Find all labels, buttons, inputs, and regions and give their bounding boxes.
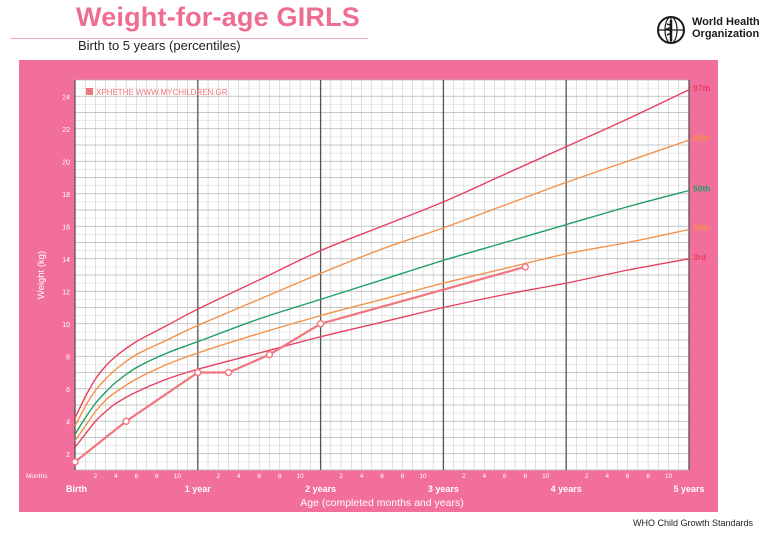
y-tick-label-left: 12 (62, 289, 70, 296)
month-tick-label: 8 (646, 473, 650, 480)
percentile-label-15th: 15th (693, 223, 710, 233)
watermark-square (86, 88, 93, 95)
y-tick-label-left: 8 (66, 354, 70, 361)
y-tick-label-left: 10 (62, 322, 70, 329)
child-weight-point (224, 368, 233, 377)
y-tick-label-right: 4 (720, 419, 724, 426)
chart-subtitle: Birth to 5 years (percentiles) (78, 38, 241, 53)
who-emblem-icon (657, 16, 685, 44)
who-org-line1: World Health (692, 16, 760, 28)
y-tick-label-right: 16 (720, 224, 728, 231)
percentile-line-50th (74, 189, 690, 435)
child-weight-point (194, 368, 202, 377)
y-tick-label-right: 8 (720, 354, 724, 361)
month-tick-label: 10 (174, 473, 182, 480)
year-tick-label: 3 years (428, 484, 459, 494)
month-tick-label: 4 (483, 473, 487, 480)
month-tick-label: 10 (542, 473, 550, 480)
x-axis-label: Age (completed months and years) (300, 497, 463, 509)
month-tick-label: 6 (135, 473, 139, 480)
y-tick-label-left: 14 (62, 257, 70, 264)
percentile-label-97th: 97th (693, 83, 710, 93)
month-tick-label: 10 (297, 473, 305, 480)
y-tick-label-left: 16 (62, 224, 70, 231)
y-tick-label-right: 24 (720, 94, 728, 101)
y-tick-label-left: 20 (62, 159, 70, 166)
month-tick-label: 2 (462, 473, 466, 480)
who-org-name: World Health Organization (692, 16, 760, 40)
footer-credit: WHO Child Growth Standards (632, 518, 753, 528)
month-tick-label: 6 (503, 473, 507, 480)
y-tick-label-right: 12 (720, 289, 728, 296)
title-rule (10, 38, 368, 39)
month-tick-label: 6 (257, 473, 261, 480)
y-tick-label-left: 6 (66, 387, 70, 394)
month-tick-label: 8 (155, 473, 159, 480)
percentile-label-50th: 50th (693, 184, 710, 194)
percentile-line-97th (74, 89, 690, 419)
y-tick-label-right: 10 (720, 322, 728, 329)
month-tick-label: 6 (626, 473, 630, 480)
y-tick-label-right: 2 (720, 452, 724, 459)
watermark-text: XPHETHE WWW.MYCHILDREN.GR (96, 88, 228, 97)
month-tick-label: 2 (339, 473, 343, 480)
month-tick-label: 8 (278, 473, 282, 480)
month-tick-label: 10 (419, 473, 427, 480)
y-tick-label-right: 6 (720, 387, 724, 394)
percentile-label-85th: 85th (693, 133, 710, 143)
month-tick-label: 8 (523, 473, 527, 480)
year-tick-label: Birth (66, 484, 87, 494)
percentile-label-3rd: 3rd (693, 252, 706, 262)
y-tick-label-left: 4 (66, 419, 70, 426)
y-axis-label: Weight (kg) (36, 251, 47, 299)
month-tick-label: 2 (585, 473, 589, 480)
y-tick-label-left: 24 (62, 94, 70, 101)
percentile-line-85th (74, 139, 690, 427)
y-tick-label-left: 18 (62, 192, 70, 199)
year-tick-label: 2 years (305, 484, 336, 494)
y-tick-label-right: 20 (720, 159, 728, 166)
year-tick-label: 4 years (551, 484, 582, 494)
percentile-line-15th (74, 228, 690, 442)
child-weight-point (265, 350, 274, 359)
year-tick-label: 5 years (673, 484, 704, 494)
month-tick-label: 8 (401, 473, 405, 480)
months-label: Months (26, 473, 48, 480)
month-tick-label: 4 (237, 473, 241, 480)
chart-title: Weight-for-age GIRLS (76, 2, 360, 32)
y-tick-label-right: 14 (720, 257, 728, 264)
percentile-line-3rd (74, 258, 690, 448)
who-logo: World Health Organization (652, 14, 762, 46)
child-weight-point (316, 320, 325, 328)
year-tick-label: 1 year (185, 484, 212, 494)
month-tick-label: 4 (605, 473, 609, 480)
who-org-line2: Organization (692, 28, 760, 40)
y-tick-label-right: 22 (720, 127, 728, 134)
child-weight-point (71, 458, 79, 466)
y-tick-label-left: 22 (62, 127, 70, 134)
child-weight-point (521, 263, 529, 271)
month-tick-label: 2 (94, 473, 98, 480)
month-tick-label: 10 (665, 473, 673, 480)
month-tick-label: 6 (380, 473, 384, 480)
child-weight-point (122, 417, 130, 425)
month-tick-label: 4 (360, 473, 364, 480)
y-tick-label-right: 18 (720, 192, 728, 199)
month-tick-label: 2 (216, 473, 220, 480)
y-tick-label-left: 2 (66, 452, 70, 459)
month-tick-label: 4 (114, 473, 118, 480)
